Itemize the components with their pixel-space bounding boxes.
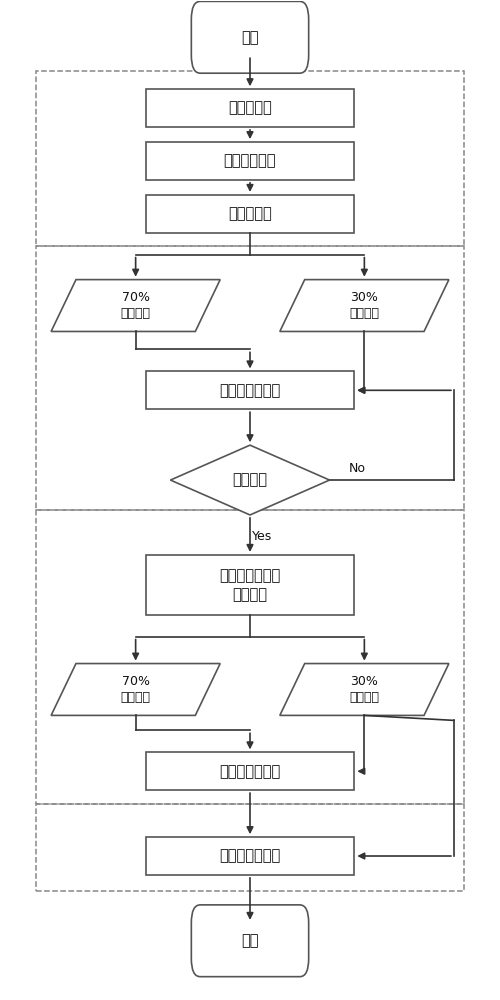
Text: 划分数据集: 划分数据集 xyxy=(228,206,272,221)
Polygon shape xyxy=(280,664,449,715)
Bar xyxy=(146,142,354,180)
FancyBboxPatch shape xyxy=(192,905,308,977)
Polygon shape xyxy=(51,664,220,715)
Text: 结束: 结束 xyxy=(241,933,259,948)
Text: 正则化数据: 正则化数据 xyxy=(228,101,272,116)
Polygon shape xyxy=(170,445,330,515)
Bar xyxy=(36,71,464,246)
Text: 30%
测试数据: 30% 测试数据 xyxy=(350,675,380,704)
Bar xyxy=(36,510,464,804)
FancyBboxPatch shape xyxy=(192,1,308,73)
Bar xyxy=(36,804,464,891)
Bar xyxy=(146,752,354,790)
Bar xyxy=(36,246,464,510)
Text: 过滤出未正确分
类的样本: 过滤出未正确分 类的样本 xyxy=(220,568,280,602)
Text: 开始: 开始 xyxy=(241,30,259,45)
Text: 70%
训练数据: 70% 训练数据 xyxy=(120,291,150,320)
Text: 正确分类: 正确分类 xyxy=(232,473,268,488)
Bar xyxy=(146,555,354,615)
Polygon shape xyxy=(280,280,449,331)
Text: 70%
训练数据: 70% 训练数据 xyxy=(120,675,150,704)
Text: 30%
测试数据: 30% 测试数据 xyxy=(350,291,380,320)
Bar xyxy=(146,837,354,875)
Text: 输出最终的结果: 输出最终的结果 xyxy=(220,849,280,864)
Text: 降低特征维度: 降低特征维度 xyxy=(224,153,276,168)
Bar xyxy=(146,89,354,127)
Text: 训练第一层模型: 训练第一层模型 xyxy=(220,383,280,398)
Text: No: No xyxy=(348,462,366,475)
Text: 训练第二层模型: 训练第二层模型 xyxy=(220,764,280,779)
Polygon shape xyxy=(51,280,220,331)
Bar xyxy=(146,195,354,233)
Text: Yes: Yes xyxy=(252,530,272,543)
Bar xyxy=(146,371,354,409)
